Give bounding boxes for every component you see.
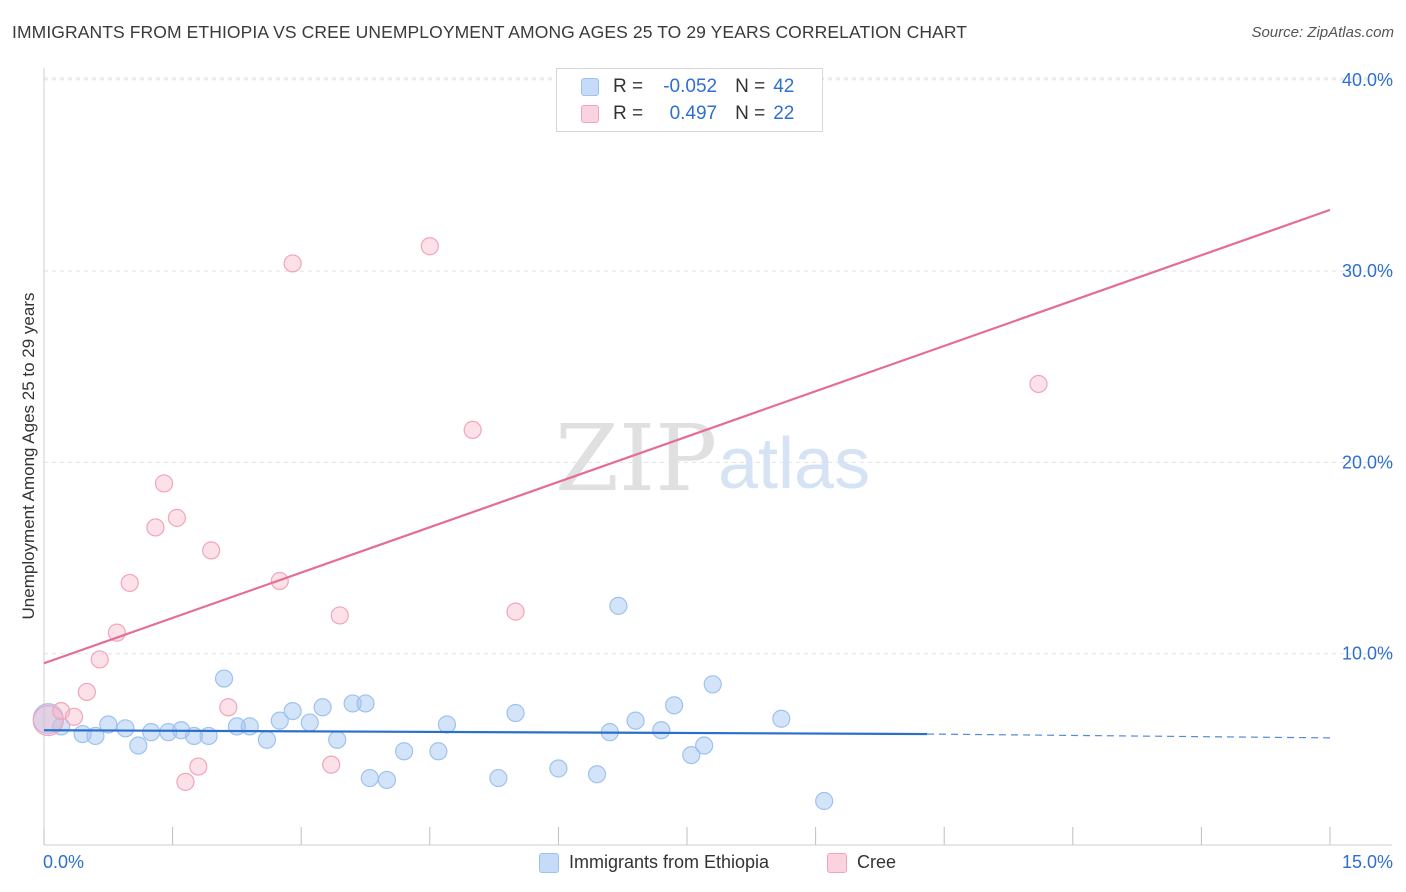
point-ethiopia [116,719,135,738]
series-legend-label: Immigrants from Ethiopia [569,852,770,872]
point-cree [202,541,221,560]
trend-line-ethiopia-extension [927,733,1331,739]
y-tick-label: 30.0% [1342,261,1393,281]
point-ethiopia [328,730,347,749]
trend-line-ethiopia [43,729,928,736]
point-ethiopia [129,736,148,755]
point-ethiopia [394,742,414,761]
point-ethiopia [360,768,379,788]
point-ethiopia [377,770,397,790]
point-cree [506,602,525,621]
point-ethiopia [429,742,448,761]
grid-lines [44,77,1392,655]
point-ethiopia [142,723,161,742]
point-ethiopia [99,715,118,734]
point-ethiopia [815,791,834,811]
axes [43,68,1392,846]
point-ethiopia [283,701,302,721]
point-ethiopia [356,694,375,713]
point-ethiopia [489,768,508,788]
point-ethiopia [343,694,362,713]
point-ethiopia [313,698,332,717]
source-label: Source: ZipAtlas.com [1251,24,1394,41]
data-points [32,237,1048,811]
point-ethiopia [270,711,289,730]
point-cree [77,682,96,702]
legend-n-label: N = [735,103,766,124]
point-ethiopia [257,730,277,749]
series-swatch-cree [827,852,847,873]
series-legend-ethiopia[interactable]: Immigrants from Ethiopia [539,852,769,873]
point-cree [420,237,439,256]
point-cree [189,757,208,776]
point-cree [176,772,195,791]
legend: R = -0.052 N = 42 R = 0.497 N = 22 [556,68,823,132]
point-cree [167,508,186,527]
legend-n-label: N = [735,76,766,97]
point-ethiopia [652,721,671,740]
point-cree [90,650,109,669]
series-legend: Immigrants from Ethiopia Cree [0,852,1406,876]
y-axis-label: Unemployment Among Ages 25 to 29 years [19,292,38,620]
point-ethiopia [703,675,722,694]
watermark-zip: ZIP [555,405,717,512]
point-ethiopia [300,713,319,732]
point-cree [1029,374,1048,394]
y-tick-label: 40.0% [1342,70,1393,90]
legend-r-value: -0.052 [663,76,718,97]
point-cree [146,518,165,537]
legend-r-label: R = [613,76,644,97]
series-legend-label: Cree [857,852,897,872]
watermark: ZIP atlas [555,405,870,512]
trend-lines [43,208,1331,739]
point-ethiopia [214,669,234,688]
legend-row-ethiopia: R = -0.052 N = 42 [581,74,794,100]
point-ethiopia [549,759,568,778]
watermark-atlas: atlas [718,424,870,504]
point-ethiopia [665,696,684,715]
point-cree [322,755,341,774]
point-cree [64,707,84,726]
point-cree [154,474,174,493]
y-tick-label: 20.0% [1342,452,1393,472]
point-ethiopia [695,736,714,755]
point-cree [330,606,349,625]
legend-r-label: R = [613,103,644,124]
point-ethiopia [506,703,525,723]
legend-swatch-cree [581,105,599,123]
legend-row-cree: R = 0.497 N = 22 [581,101,794,127]
y-tick-label: 10.0% [1342,644,1393,664]
trend-line-cree [43,208,1331,665]
point-ethiopia [86,726,105,746]
point-ethiopia [437,715,457,734]
point-cree [120,573,139,593]
point-ethiopia [626,711,645,730]
series-swatch-ethiopia [539,852,559,873]
legend-r-value: 0.497 [669,103,718,124]
point-ethiopia [682,745,701,765]
point-cree [283,254,302,273]
point-cree [219,698,238,717]
point-cree [32,705,64,737]
legend-n-value: 22 [773,103,795,124]
chart-title: IMMIGRANTS FROM ETHIOPIA VS CREE UNEMPLO… [12,22,968,42]
point-ethiopia [609,596,628,615]
x-tick-max: 15.0% [1341,852,1393,872]
series-legend-cree[interactable]: Cree [827,852,896,873]
point-ethiopia [240,717,259,736]
legend-swatch-ethiopia [581,78,599,96]
point-cree [463,420,482,439]
legend-n-value: 42 [773,76,795,97]
x-tick-min: 0.0% [43,852,85,872]
point-ethiopia [587,765,607,784]
point-ethiopia [772,709,791,728]
y-tick-labels: 10.0% 20.0% 30.0% 40.0% [1342,70,1393,664]
